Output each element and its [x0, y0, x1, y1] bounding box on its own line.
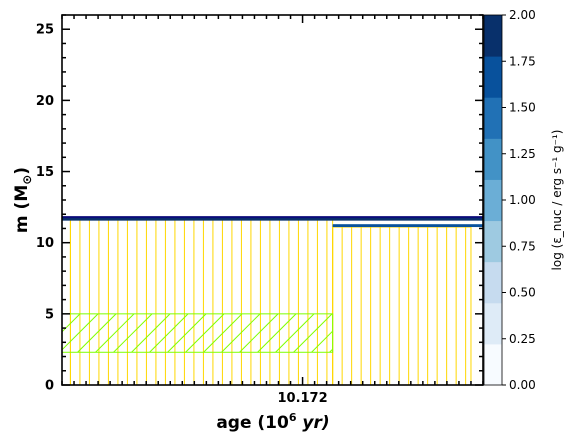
convection-region — [332, 226, 472, 385]
colorbar-tick-label: 1.25 — [509, 147, 536, 161]
overshoot-hatch-line — [77, 313, 117, 353]
colorbar-label: log (ε_nuc / erg s⁻¹ g⁻¹) — [550, 130, 564, 271]
colorbar-tick-label: 0.25 — [509, 332, 536, 346]
colorbar-segment — [484, 97, 502, 139]
plot-area — [62, 216, 483, 385]
overshoot-outline — [62, 313, 334, 353]
overshoot-hatch-line — [366, 314, 404, 352]
plot-frame — [61, 14, 484, 386]
y-tick-label: 15 — [36, 165, 54, 180]
convection-outline — [332, 226, 472, 385]
colorbar-segment — [484, 302, 502, 345]
colorbar-ticks: 0.00 0.25 0.50 0.75 1.00 1.25 1.50 1.75 2.00 — [502, 8, 536, 392]
x-axis-label: age (106 yr) — [216, 411, 329, 433]
colorbar-segment — [484, 138, 502, 180]
y-tick-label: 10 — [36, 236, 54, 251]
overshoot-hatch-line — [257, 313, 297, 353]
colorbar-tick-label: 0.00 — [509, 378, 536, 392]
overshoot-hatch-line — [149, 313, 189, 353]
overshoot-hatch-line — [95, 313, 135, 353]
colorbar-segment — [484, 261, 502, 304]
colorbar-segment — [484, 15, 502, 57]
overshoot-hatch-line — [239, 313, 279, 353]
burning-band — [332, 224, 483, 228]
overshoot-hatch-line — [62, 313, 99, 351]
y-tick-labels: 0 5 10 15 20 25 — [36, 23, 54, 394]
colorbar-tick-label: 1.00 — [509, 193, 536, 207]
colorbar-segment — [484, 343, 502, 386]
overshoot-hatch-line — [113, 313, 153, 353]
overshoot-hatch-line — [62, 313, 63, 315]
y-tick-label: 5 — [45, 307, 54, 322]
overshoot-hatch-line — [221, 313, 261, 353]
overshoot-hatch-line — [131, 313, 171, 353]
colorbar-tick-label: 2.00 — [509, 8, 536, 22]
y-tick-label: 20 — [36, 94, 54, 109]
overshoot-hatch-line — [185, 313, 225, 353]
colorbar-segment — [484, 179, 502, 222]
colorbar-segment — [484, 220, 502, 263]
overshoot-hatch — [62, 313, 404, 353]
colorbar-segment — [484, 56, 502, 98]
colorbar — [483, 14, 503, 386]
y-tick-label: 0 — [45, 379, 54, 394]
colorbar-tick-label: 0.50 — [509, 286, 536, 300]
overshoot-hatch-line — [329, 348, 333, 353]
overshoot-hatch-line — [311, 330, 333, 353]
overshoot-hatch-line — [203, 313, 243, 353]
colorbar-tick-label: 1.75 — [509, 54, 536, 68]
overshoot-hatch-line — [275, 313, 315, 353]
overshoot-hatch-line — [62, 313, 81, 333]
y-axis-label: m (M⊙) — [12, 167, 34, 233]
colorbar-tick-label: 1.50 — [509, 101, 536, 115]
convection-region — [69, 218, 334, 385]
overshoot-hatch-line — [293, 313, 333, 353]
convection-outline — [69, 218, 334, 385]
x-tick-label: 10.172 — [277, 391, 327, 406]
overshoot-region — [62, 313, 404, 353]
x-tick-labels: 10.172 — [277, 391, 327, 406]
y-tick-label: 25 — [36, 23, 54, 38]
burning-band — [62, 217, 483, 221]
overshoot-hatch-line — [167, 313, 207, 353]
colorbar-tick-label: 0.75 — [509, 239, 536, 253]
axis-ticks — [61, 14, 484, 386]
